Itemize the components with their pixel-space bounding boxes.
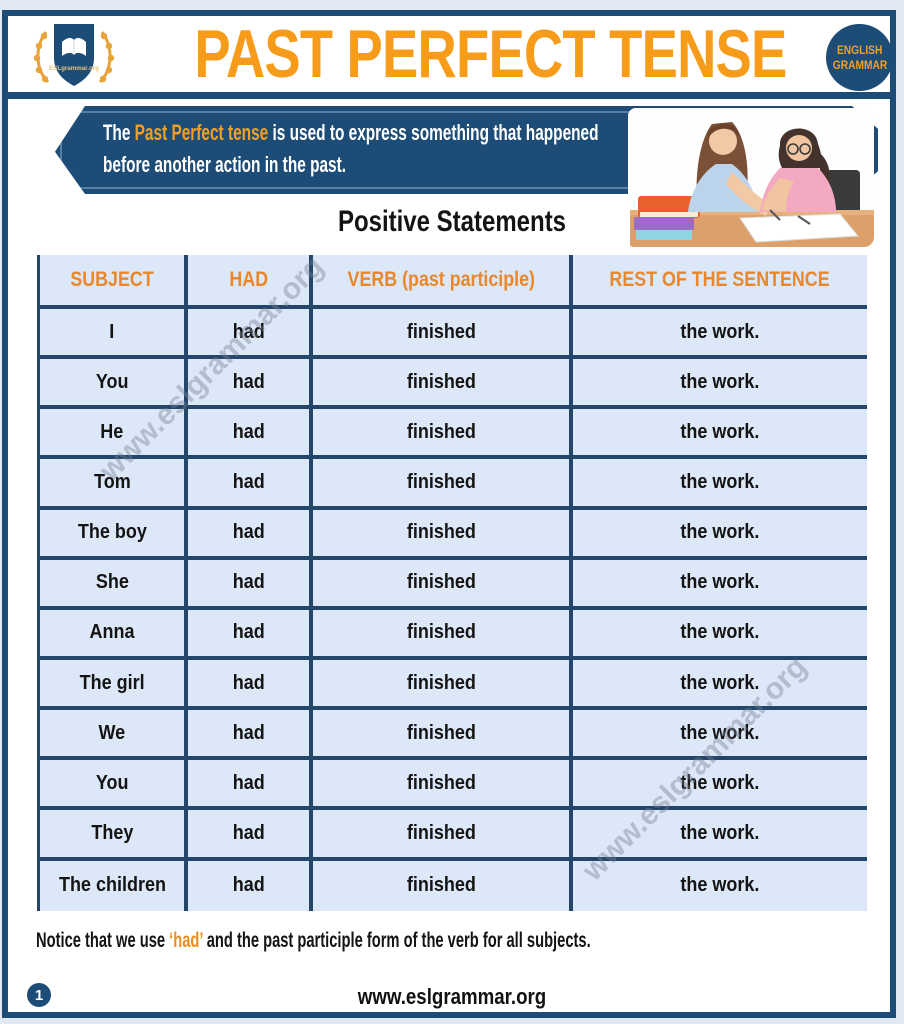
table-cell-rest: the work.: [573, 710, 867, 761]
table-cell-verb: finished: [313, 659, 573, 711]
table-cell-verb: finished: [313, 459, 573, 510]
usage-note-post: and the past participle form of the verb…: [202, 929, 591, 952]
column-header-rest: REST OF THE SENTENCE: [573, 255, 867, 309]
table-cell-verb: finished: [313, 359, 573, 410]
table-cell-rest: the work.: [573, 459, 867, 510]
table-cell-verb: finished: [313, 760, 573, 811]
table-cell-subject: You: [40, 760, 188, 811]
table-cell-verb: finished: [313, 710, 573, 761]
definition-highlight: Past Perfect tense: [134, 120, 269, 145]
table-cell-had: had: [188, 459, 313, 510]
conjugation-table: SUBJECT HAD VERB (past participle) REST …: [37, 255, 867, 911]
table-cell-had: had: [188, 760, 313, 811]
table-cell-had: had: [188, 359, 313, 410]
table-cell-rest: the work.: [573, 560, 867, 610]
table-cell-had: had: [188, 609, 313, 660]
table-cell-rest: the work.: [573, 810, 867, 861]
table-cell-verb: finished: [313, 860, 573, 911]
usage-note-highlight: ‘had’: [169, 929, 203, 952]
table-cell-rest: the work.: [573, 510, 867, 560]
column-header-verb: VERB (past participle): [313, 255, 573, 309]
english-grammar-badge: ENGLISH GRAMMAR: [826, 24, 893, 91]
table-cell-subject: I: [40, 309, 188, 360]
table-cell-rest: the work.: [573, 309, 867, 360]
table-cell-verb: finished: [313, 309, 573, 360]
definition-line2: before another action in the past.: [103, 152, 347, 177]
table-cell-subject: They: [40, 810, 188, 861]
table-cell-had: had: [188, 509, 313, 560]
logo-text: ESLgrammar.org: [49, 65, 99, 72]
definition-line1: The Past Perfect tense is used to expres…: [103, 117, 599, 149]
page-number-badge: 1: [27, 983, 51, 1007]
table-cell-subject: You: [40, 359, 188, 410]
table-cell-had: had: [188, 309, 313, 360]
table-cell-had: had: [188, 860, 313, 911]
teacher-student-photo: [628, 108, 874, 247]
table-cell-rest: the work.: [573, 610, 867, 660]
table-cell-verb: finished: [313, 609, 573, 660]
page-title: PAST PERFECT TENSE: [194, 16, 787, 92]
table-cell-rest: the work.: [573, 409, 867, 460]
definition-lead: The: [103, 120, 135, 145]
table-cell-verb: finished: [313, 559, 573, 610]
usage-note: Notice that we use ‘had’ and the past pa…: [36, 929, 591, 953]
table-cell-had: had: [188, 810, 313, 861]
website-url: www.eslgrammar.org: [357, 984, 547, 1009]
column-header-subject: SUBJECT: [40, 255, 188, 309]
table-cell-subject: The girl: [40, 659, 188, 711]
table-cell-subject: Anna: [40, 609, 188, 660]
column-header-had: HAD: [188, 255, 313, 309]
table-cell-had: had: [188, 409, 313, 460]
table-cell-subject: She: [40, 559, 188, 610]
header-divider: [8, 92, 896, 99]
table-cell-rest: the work.: [573, 359, 867, 410]
eslgrammar-logo: ESLgrammar.org: [24, 18, 124, 92]
usage-note-pre: Notice that we use: [36, 929, 170, 952]
table-cell-subject: The boy: [40, 509, 188, 560]
definition-rest: is used to express something that happen…: [268, 120, 599, 145]
definition-text: The Past Perfect tense is used to expres…: [103, 117, 599, 181]
table-cell-verb: finished: [313, 810, 573, 861]
table-cell-had: had: [188, 710, 313, 761]
badge-line2: GRAMMAR: [832, 57, 887, 72]
table-cell-subject: Tom: [40, 459, 188, 510]
table-cell-had: had: [188, 559, 313, 610]
table-cell-rest: the work.: [680, 874, 760, 897]
table-cell-verb: finished: [313, 409, 573, 460]
table-cell-subject: He: [40, 409, 188, 460]
laurel-book-logo-icon: ESLgrammar.org: [33, 24, 115, 86]
table-cell-subject: The children: [40, 860, 188, 911]
table-cell-had: had: [188, 659, 313, 711]
table-cell-verb: finished: [313, 509, 573, 560]
table-cell-rest: the work.: [573, 760, 867, 811]
section-heading: Positive Statements: [337, 205, 567, 238]
table-cell-subject: We: [40, 710, 188, 761]
teacher-student-illustration-icon: [628, 108, 874, 247]
badge-line1: ENGLISH: [836, 42, 883, 57]
table-cell-rest: the work.: [573, 660, 867, 711]
